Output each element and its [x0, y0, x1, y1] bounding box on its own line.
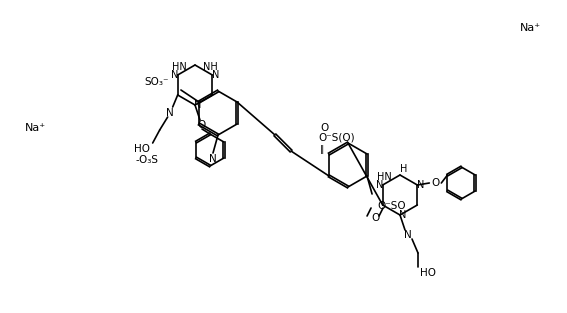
- Text: ‖: ‖: [320, 146, 324, 155]
- Text: HN: HN: [172, 62, 187, 72]
- Text: N: N: [376, 180, 383, 190]
- Text: O: O: [431, 178, 439, 188]
- Text: Na⁺: Na⁺: [519, 23, 540, 33]
- Text: N: N: [209, 154, 217, 164]
- Text: O⁻SO: O⁻SO: [377, 201, 405, 211]
- Text: SO₃⁻: SO₃⁻: [145, 77, 169, 87]
- Text: O: O: [198, 120, 206, 130]
- Text: O: O: [371, 213, 379, 223]
- Text: N: N: [171, 70, 179, 80]
- Text: N: N: [404, 230, 412, 240]
- Text: HO: HO: [420, 268, 436, 278]
- Text: -O₃S: -O₃S: [135, 155, 158, 165]
- Text: N: N: [194, 100, 202, 110]
- Text: NH: NH: [203, 62, 218, 72]
- Text: HN: HN: [377, 172, 392, 182]
- Text: H: H: [400, 164, 408, 174]
- Text: N: N: [399, 210, 407, 220]
- Text: O⁻S(O): O⁻S(O): [318, 133, 354, 143]
- Text: HO: HO: [134, 144, 150, 154]
- Text: N: N: [166, 108, 174, 118]
- Text: O: O: [320, 123, 328, 133]
- Text: N: N: [417, 180, 424, 190]
- Text: N: N: [211, 70, 219, 80]
- Text: Na⁺: Na⁺: [24, 123, 45, 133]
